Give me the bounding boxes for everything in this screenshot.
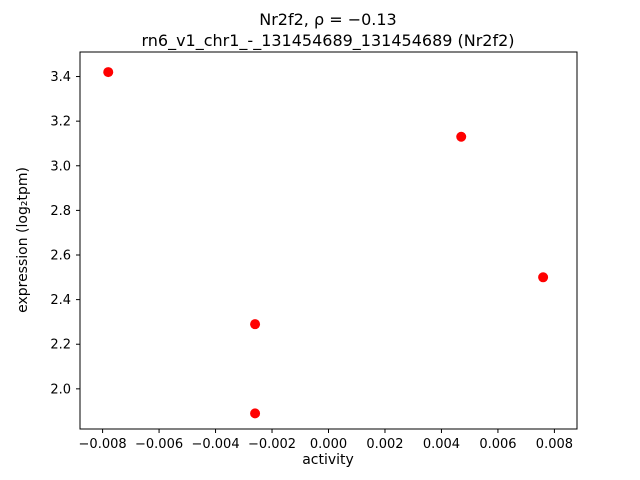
- x-tick-label: 0.004: [423, 437, 460, 452]
- axes-frame: [79, 51, 578, 430]
- y-tick-label: 2.8: [50, 204, 71, 219]
- y-tick-label: 3.4: [50, 70, 71, 85]
- x-tick-label: 0.000: [310, 437, 347, 452]
- y-tick-label: 3.0: [50, 159, 71, 174]
- x-tick-label: 0.002: [366, 437, 403, 452]
- data-points-layer: [103, 67, 549, 419]
- y-axis-label: expression (log₂tpm): [15, 167, 31, 313]
- x-tick-label: −0.002: [248, 437, 296, 452]
- x-tick-label: −0.006: [135, 437, 183, 452]
- x-tick-label: −0.008: [79, 437, 127, 452]
- x-tick-label: −0.004: [191, 437, 239, 452]
- y-tick-label: 2.4: [50, 293, 71, 308]
- scatter-point: [456, 131, 467, 142]
- chart-title: Nr2f2, ρ = −0.13: [259, 10, 396, 29]
- chart-subtitle: rn6_v1_chr1_-_131454689_131454689 (Nr2f2…: [141, 31, 514, 51]
- x-tick-label: 0.008: [536, 437, 573, 452]
- x-tick-label: 0.006: [479, 437, 516, 452]
- scatter-point: [538, 272, 549, 283]
- y-tick-label: 2.0: [50, 382, 71, 397]
- y-tick-label: 3.2: [50, 115, 71, 130]
- y-tick-label: 2.2: [50, 338, 71, 353]
- x-axis-label: activity: [302, 452, 354, 468]
- axes-layer: −0.008 −0.006 −0.004 −0.002 0.000 0.002 0.004 0…: [50, 51, 578, 452]
- y-tick-label: 2.6: [50, 249, 71, 264]
- scatter-point: [250, 408, 261, 419]
- scatter-point: [103, 67, 114, 78]
- scatter-point: [250, 319, 261, 330]
